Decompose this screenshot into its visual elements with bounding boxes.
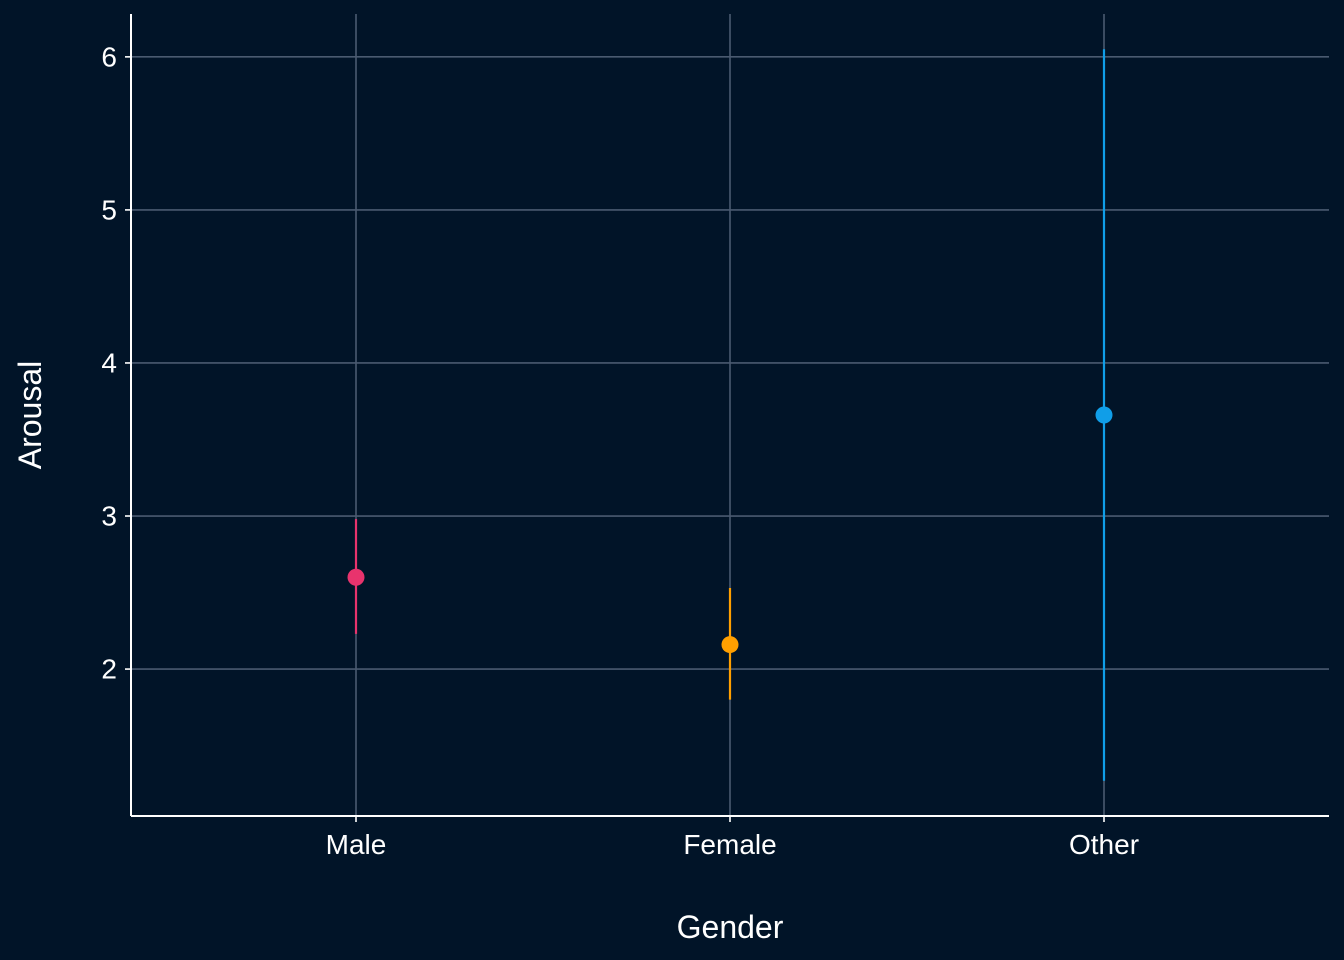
y-tick-labels: 2 3 4 5 6	[101, 41, 117, 684]
x-tick-label: Other	[1069, 829, 1139, 860]
x-tick-label: Male	[326, 829, 387, 860]
point-female	[721, 636, 739, 654]
y-tick-label: 6	[101, 41, 117, 72]
data-layer	[347, 49, 1113, 781]
point-other	[1095, 406, 1113, 424]
point-male	[347, 568, 365, 586]
x-axis-title: Gender	[677, 909, 784, 945]
axis-layer	[130, 14, 1329, 817]
y-tick-label: 4	[101, 347, 117, 378]
y-tick-label: 3	[101, 501, 117, 532]
grid-layer	[125, 14, 1329, 822]
y-tick-label: 5	[101, 194, 117, 225]
x-tick-labels: Male Female Other	[326, 829, 1139, 860]
x-tick-label: Female	[683, 829, 776, 860]
y-tick-label: 2	[101, 654, 117, 685]
y-axis-title: Arousal	[12, 361, 48, 470]
